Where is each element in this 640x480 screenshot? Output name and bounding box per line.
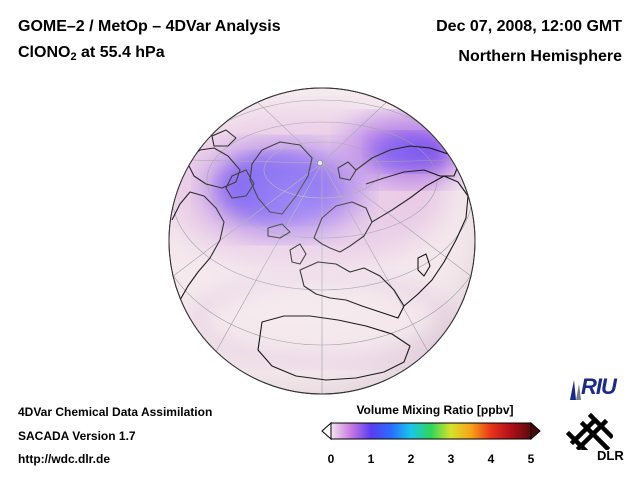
- species-prefix: ClONO: [18, 44, 71, 61]
- species-label: ClONO2 at 55.4 hPa: [18, 43, 165, 63]
- colorbar-tick-label: 5: [527, 452, 535, 466]
- colorbar-tick-label: 1: [367, 452, 375, 466]
- footer-line-1: 4DVar Chemical Data Assimilation: [18, 405, 213, 419]
- riu-logo-mark: [570, 380, 581, 400]
- colorbar-gradient: [330, 422, 532, 440]
- colorbar-min-arrow: [321, 421, 332, 441]
- colorbar: [321, 421, 541, 441]
- analysis-datetime: Dec 07, 2008, 12:00 GMT: [436, 18, 622, 35]
- dlr-logo-text: DLR: [597, 448, 624, 463]
- footer-url: http://wdc.dlr.de: [18, 452, 110, 466]
- globe-outline: [168, 87, 476, 395]
- colorbar-tick-label: 2: [407, 452, 415, 466]
- map-title: GOME–2 / MetOp – 4DVar Analysis: [18, 18, 281, 35]
- globe-shading: [169, 88, 475, 394]
- colorbar-tick-label: 3: [447, 452, 455, 466]
- colorbar-tick-label: 4: [487, 452, 495, 466]
- footer-line-2: SACADA Version 1.7: [18, 429, 136, 443]
- north-pole-marker: [317, 160, 323, 166]
- riu-logo-text: RIU: [581, 374, 617, 399]
- dlr-emblem-icon: [565, 412, 613, 450]
- colorbar-tick-label: 0: [327, 452, 335, 466]
- species-suffix: at 55.4 hPa: [76, 44, 165, 61]
- riu-logo: RIU: [567, 374, 617, 400]
- colorbar-max-arrow: [530, 421, 541, 441]
- colorbar-title: Volume Mixing Ratio [ppbv]: [356, 403, 514, 417]
- species-subscript: 2: [70, 51, 77, 63]
- region-label: Northern Hemisphere: [458, 48, 622, 65]
